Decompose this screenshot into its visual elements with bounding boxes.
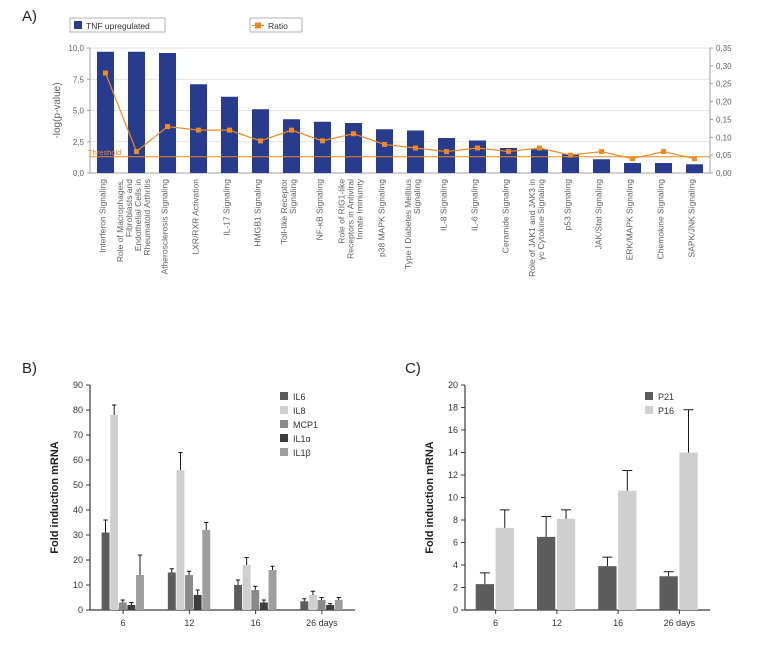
svg-text:Chemokine Signaling: Chemokine Signaling — [656, 179, 666, 260]
svg-text:12: 12 — [448, 470, 458, 480]
svg-text:4: 4 — [453, 560, 458, 570]
svg-text:0,25: 0,25 — [716, 80, 732, 89]
svg-text:Threshold: Threshold — [88, 148, 121, 157]
bar — [686, 164, 703, 173]
bar — [407, 131, 424, 174]
svg-text:0,0: 0,0 — [73, 169, 85, 178]
svg-text:40: 40 — [73, 505, 83, 515]
svg-text:20: 20 — [73, 555, 83, 565]
bar — [531, 149, 548, 173]
svg-text:0,00: 0,00 — [716, 169, 732, 178]
svg-text:IL6: IL6 — [293, 392, 306, 402]
bar — [593, 159, 610, 173]
svg-text:14: 14 — [448, 448, 458, 458]
svg-text:90: 90 — [73, 380, 83, 390]
bar — [624, 163, 641, 173]
svg-text:Fold induction mRNA: Fold induction mRNA — [49, 441, 61, 553]
svg-text:MCP1: MCP1 — [293, 420, 318, 430]
bar — [221, 97, 238, 173]
svg-text:26 days: 26 days — [664, 618, 696, 628]
bar — [159, 53, 176, 173]
bar — [283, 119, 300, 173]
svg-text:0,35: 0,35 — [716, 44, 732, 53]
svg-text:-log(p-value): -log(p-value) — [52, 82, 63, 138]
svg-text:16: 16 — [448, 425, 458, 435]
svg-text:80: 80 — [73, 405, 83, 415]
svg-text:12: 12 — [552, 618, 562, 628]
bar — [314, 122, 331, 173]
svg-text:p53 Signaling: p53 Signaling — [563, 179, 573, 231]
svg-text:JAK/Stat Signaling: JAK/Stat Signaling — [594, 179, 604, 250]
svg-text:2,5: 2,5 — [73, 138, 85, 147]
svg-text:18: 18 — [448, 403, 458, 413]
svg-text:IL1α: IL1α — [293, 434, 311, 444]
svg-text:0,15: 0,15 — [716, 115, 732, 124]
svg-text:γc Cytokine Signaling: γc Cytokine Signaling — [536, 179, 546, 261]
svg-text:6: 6 — [121, 618, 126, 628]
svg-text:IL-17 Signaling: IL-17 Signaling — [222, 179, 232, 236]
svg-text:Ratio: Ratio — [268, 21, 288, 31]
svg-text:8: 8 — [453, 515, 458, 525]
svg-text:60: 60 — [73, 455, 83, 465]
svg-text:p38 MAPK Signaling: p38 MAPK Signaling — [377, 179, 387, 257]
svg-text:ERK/MAPK Signaling: ERK/MAPK Signaling — [625, 179, 635, 261]
svg-text:26 days: 26 days — [306, 618, 338, 628]
svg-text:Signaling: Signaling — [288, 179, 298, 214]
svg-text:IL-6 Signaling: IL-6 Signaling — [470, 179, 480, 231]
panel-c-chart: 0 2 4 6 8 10 12 14 16 18 20 6 12 16 26 days Fold induct… — [410, 370, 750, 650]
bar — [345, 123, 362, 173]
svg-text:30: 30 — [73, 530, 83, 540]
svg-text:P21: P21 — [658, 392, 674, 402]
svg-text:10: 10 — [448, 493, 458, 503]
svg-text:0,30: 0,30 — [716, 62, 732, 71]
svg-text:0,20: 0,20 — [716, 98, 732, 107]
svg-text:0: 0 — [78, 605, 83, 615]
svg-text:IL1β: IL1β — [293, 448, 311, 458]
svg-text:IL-8 Signaling: IL-8 Signaling — [439, 179, 449, 231]
svg-text:6: 6 — [493, 618, 498, 628]
svg-text:0,05: 0,05 — [716, 151, 732, 160]
bar — [438, 138, 455, 173]
svg-text:Interferon Signaling: Interferon Signaling — [98, 179, 108, 253]
svg-text:16: 16 — [613, 618, 623, 628]
svg-text:5,0: 5,0 — [73, 107, 85, 116]
bar — [376, 129, 393, 173]
svg-text:6: 6 — [453, 538, 458, 548]
svg-text:NF-κB Signaling: NF-κB Signaling — [315, 179, 325, 241]
svg-text:Atherosclerosis Signaling: Atherosclerosis Signaling — [160, 179, 170, 275]
svg-text:SAPK/JNK Signaling: SAPK/JNK Signaling — [687, 179, 697, 258]
svg-text:Fold induction mRNA: Fold induction mRNA — [424, 441, 436, 553]
svg-text:20: 20 — [448, 380, 458, 390]
svg-text:0: 0 — [453, 605, 458, 615]
panel-a-label: A) — [22, 8, 37, 25]
svg-text:0,10: 0,10 — [716, 133, 732, 142]
svg-text:10,0: 10,0 — [68, 44, 84, 53]
svg-text:10: 10 — [73, 580, 83, 590]
svg-text:Rheumatoid Arthritis: Rheumatoid Arthritis — [142, 179, 152, 256]
bar — [128, 52, 145, 173]
svg-text:Innate Immunity: Innate Immunity — [355, 178, 365, 239]
figure-page: { "panelA": { "label": "A)", "legend_bar… — [0, 0, 780, 657]
panel-b-chart: 0 10 20 30 40 50 60 70 80 90 6 12 16 26 days Fold indu… — [35, 370, 395, 650]
svg-text:12: 12 — [184, 618, 194, 628]
svg-text:Signaling: Signaling — [412, 179, 422, 214]
svg-text:16: 16 — [251, 618, 261, 628]
svg-text:Ceramide Signaling: Ceramide Signaling — [501, 179, 511, 253]
svg-text:70: 70 — [73, 430, 83, 440]
panel-a-chart: 0,0 2,5 5,0 7,5 10,0 0,00 0,05 0,10 0,15 0,20 0,25… — [45, 8, 765, 353]
bar — [655, 163, 672, 173]
svg-text:P16: P16 — [658, 406, 674, 416]
svg-text:HMGB1 Signaling: HMGB1 Signaling — [253, 179, 263, 247]
svg-text:LXR/RXR Activation: LXR/RXR Activation — [191, 179, 201, 255]
svg-text:IL8: IL8 — [293, 406, 306, 416]
svg-text:TNF upregulated: TNF upregulated — [86, 21, 150, 31]
svg-text:7,5: 7,5 — [73, 75, 85, 84]
svg-text:50: 50 — [73, 480, 83, 490]
svg-text:2: 2 — [453, 583, 458, 593]
